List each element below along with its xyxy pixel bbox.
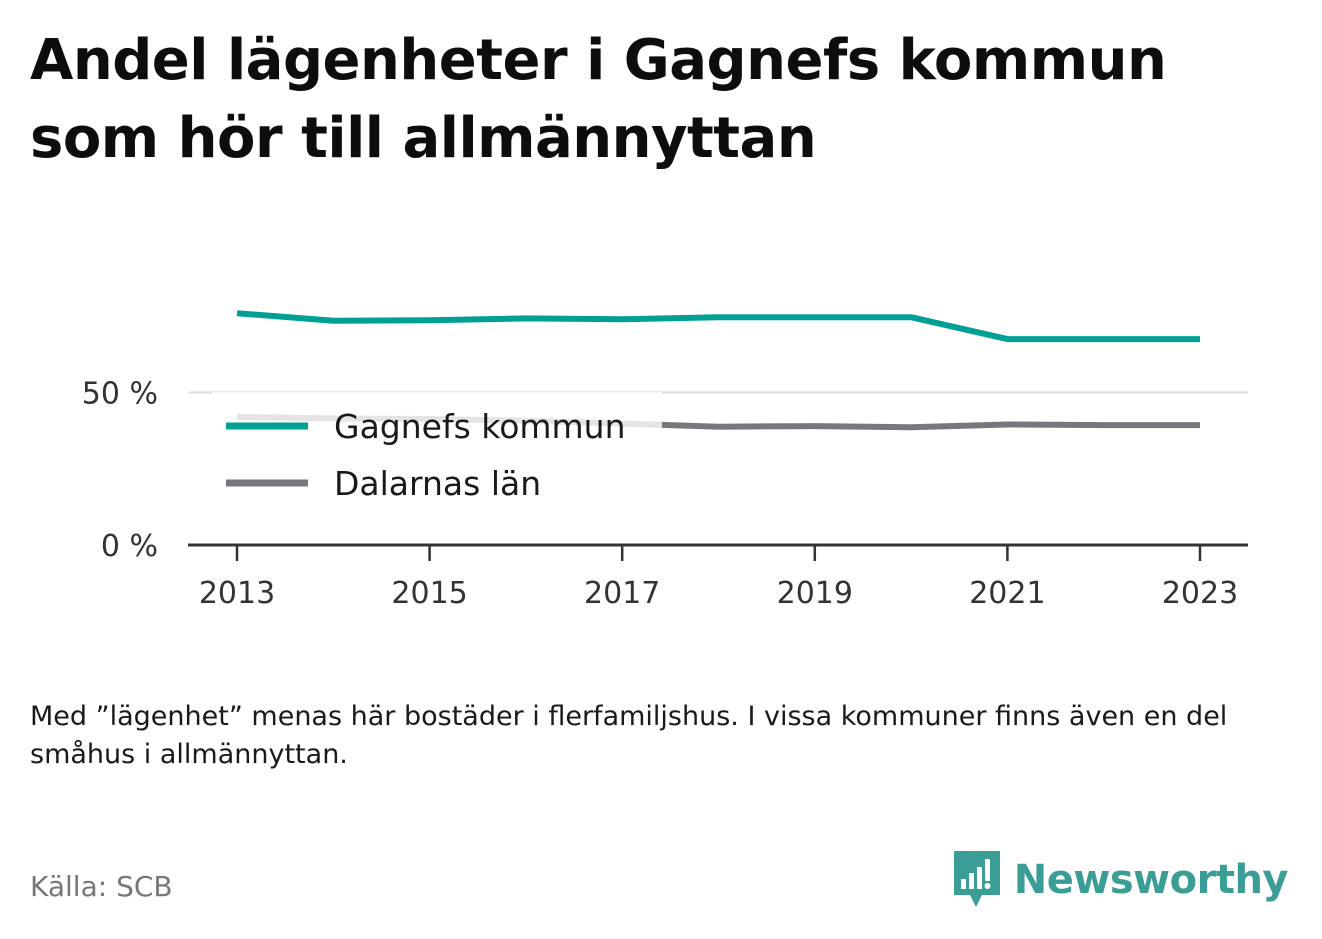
x-tick-label: 2015 <box>391 576 467 611</box>
legend-label: Gagnefs kommun <box>334 407 626 446</box>
x-tick-label: 2017 <box>584 576 660 611</box>
footnote: Med ”lägenhet” menas här bostäder i fler… <box>30 701 1228 770</box>
source-label: Källa: SCB <box>30 870 173 903</box>
y-tick-label: 50 % <box>82 377 158 412</box>
x-tick-label: 2021 <box>969 576 1045 611</box>
x-tick-label: 2019 <box>777 576 853 611</box>
y-tick-label: 0 % <box>101 529 158 564</box>
x-tick-label: 2013 <box>199 576 275 611</box>
legend-background <box>212 392 662 522</box>
y-axis: 0 % 50 % <box>82 377 158 565</box>
line-chart: 0 % 50 % 2013 2015 2017 2019 2021 2023 Gagnefs… <box>82 310 1248 611</box>
chart-title: Andel lägenheter i Gagnefs kommun som hö… <box>30 28 1167 171</box>
x-tick-label: 2023 <box>1162 576 1238 611</box>
newsworthy-logo: Newsworthy <box>952 848 1289 912</box>
x-axis-labels: 2013 2015 2017 2019 2021 2023 <box>199 545 1238 611</box>
bar-chart-icon <box>953 851 1000 907</box>
series-line-gagnef <box>236 310 1200 343</box>
brand-name: Newsworthy <box>1013 857 1289 903</box>
legend: Gagnefs kommun Dalarnas län <box>212 392 662 522</box>
legend-label: Dalarnas län <box>334 464 541 503</box>
